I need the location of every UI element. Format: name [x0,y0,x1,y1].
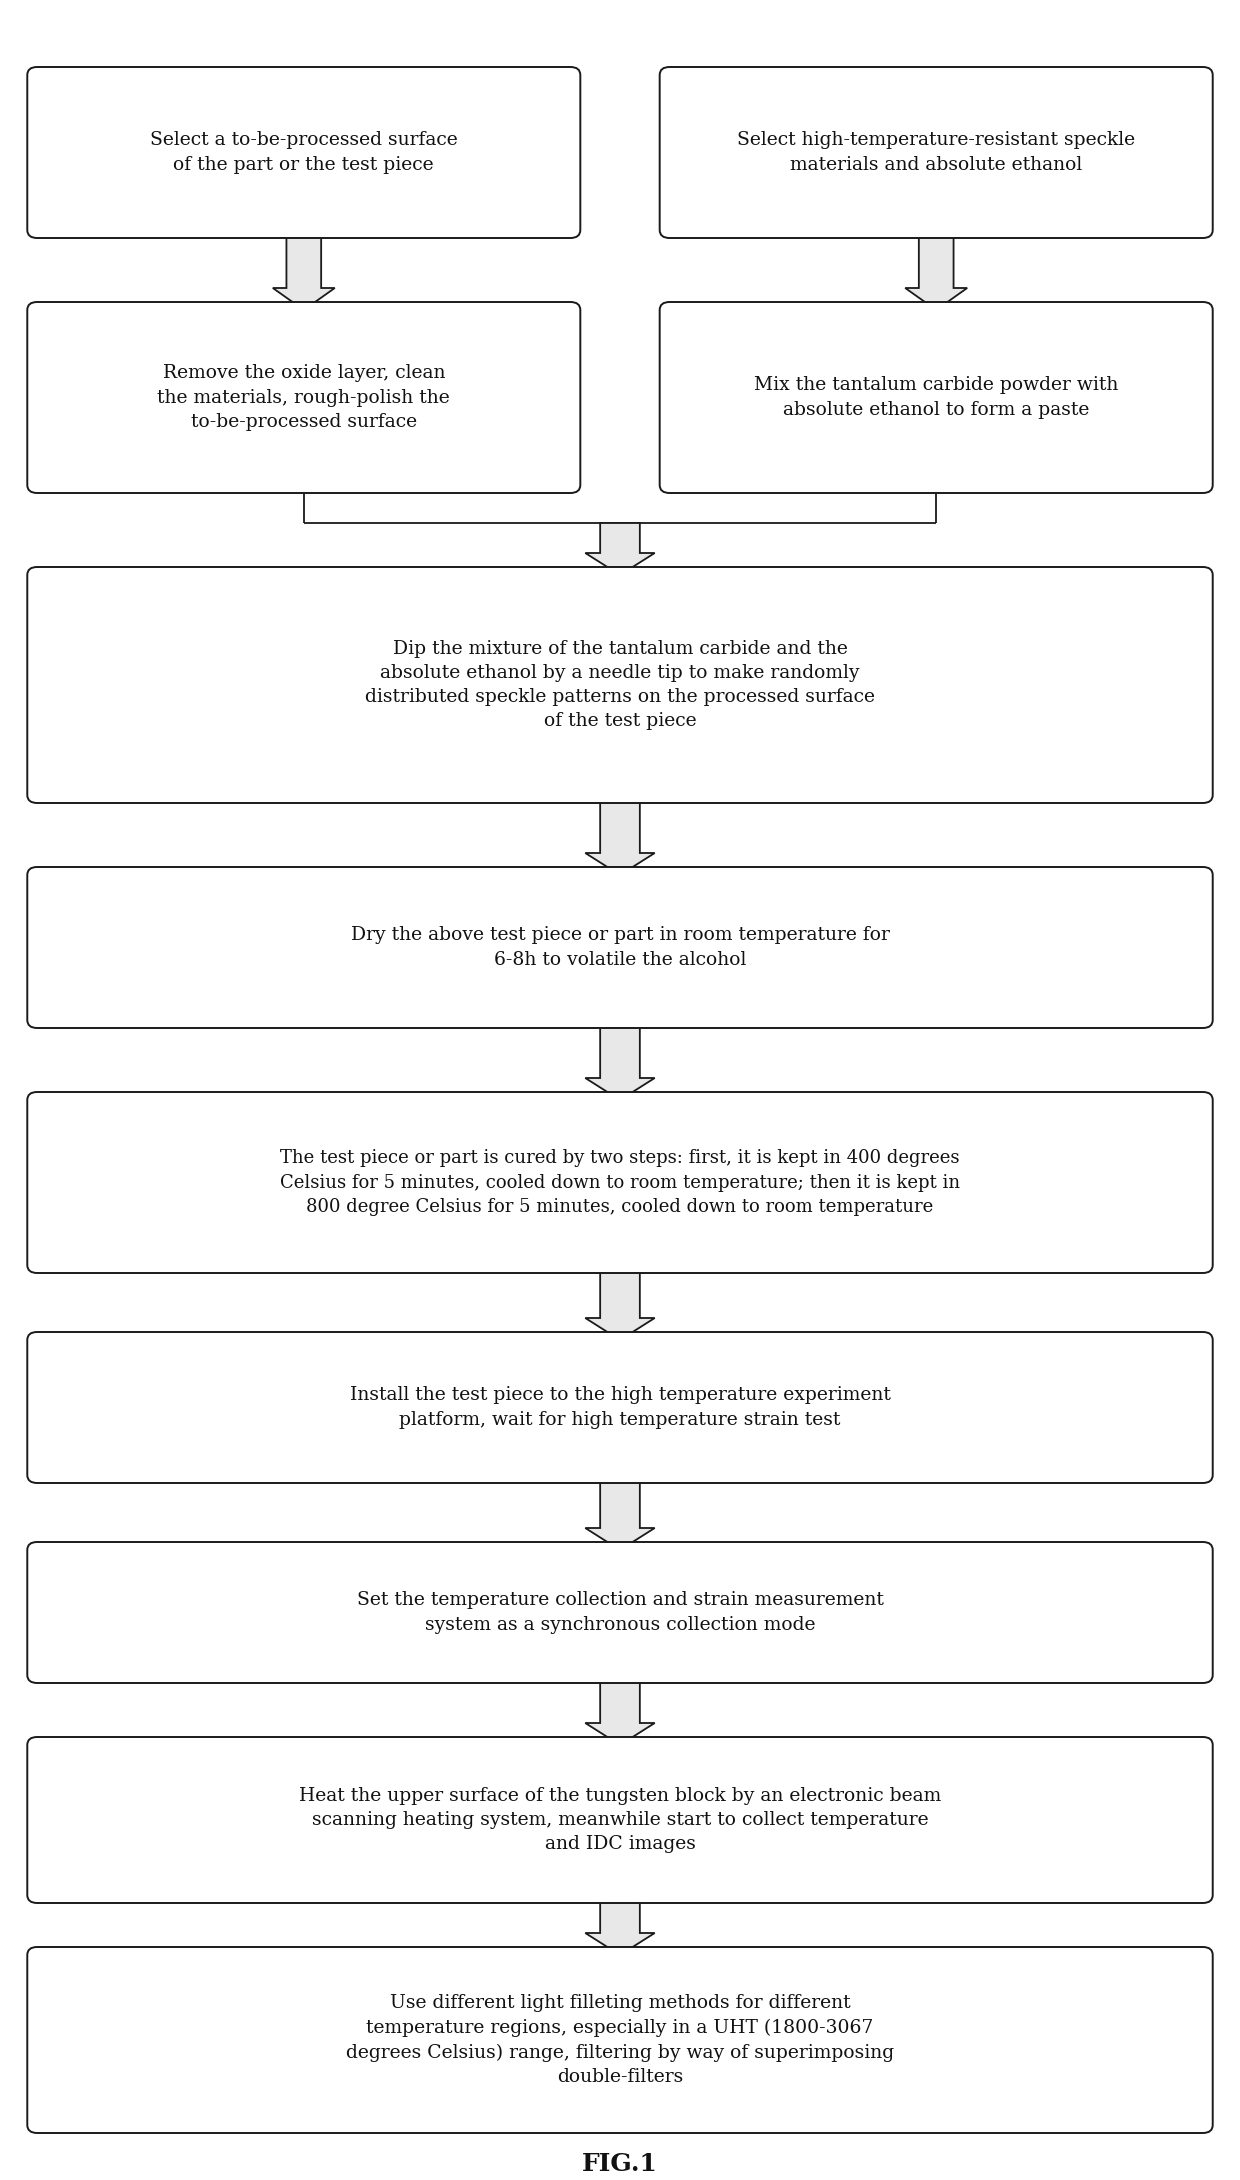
Polygon shape [585,796,655,874]
FancyBboxPatch shape [27,1947,1213,2132]
Text: Dry the above test piece or part in room temperature for
6-8h to volatile the al: Dry the above test piece or part in room… [351,926,889,968]
FancyBboxPatch shape [27,68,580,238]
FancyBboxPatch shape [27,567,1213,802]
Polygon shape [585,1264,655,1341]
Text: Mix the tantalum carbide powder with
absolute ethanol to form a paste: Mix the tantalum carbide powder with abs… [754,377,1118,419]
Polygon shape [273,231,335,310]
Text: The test piece or part is cured by two steps: first, it is kept in 400 degrees
C: The test piece or part is cured by two s… [280,1149,960,1216]
FancyBboxPatch shape [27,1737,1213,1903]
FancyBboxPatch shape [660,68,1213,238]
FancyBboxPatch shape [27,1541,1213,1683]
Text: Heat the upper surface of the tungsten block by an electronic beam
scanning heat: Heat the upper surface of the tungsten b… [299,1788,941,1853]
Polygon shape [585,523,655,576]
Polygon shape [585,1674,655,1744]
FancyBboxPatch shape [27,303,580,493]
FancyBboxPatch shape [660,303,1213,493]
Text: Remove the oxide layer, clean
the materials, rough-polish the
to-be-processed su: Remove the oxide layer, clean the materi… [157,364,450,432]
Text: Install the test piece to the high temperature experiment
platform, wait for hig: Install the test piece to the high tempe… [350,1386,890,1428]
Text: FIG.1: FIG.1 [582,2152,658,2176]
Text: Set the temperature collection and strain measurement
system as a synchronous co: Set the temperature collection and strai… [357,1591,883,1633]
Text: Select a to-be-processed surface
of the part or the test piece: Select a to-be-processed surface of the … [150,131,458,174]
FancyBboxPatch shape [27,1092,1213,1273]
Polygon shape [905,231,967,310]
FancyBboxPatch shape [27,868,1213,1029]
Text: Dip the mixture of the tantalum carbide and the
absolute ethanol by a needle tip: Dip the mixture of the tantalum carbide … [365,639,875,730]
Polygon shape [585,1476,655,1550]
Text: Select high-temperature-resistant speckle
materials and absolute ethanol: Select high-temperature-resistant speckl… [737,131,1136,174]
FancyBboxPatch shape [27,1332,1213,1482]
Text: Use different light filleting methods for different
temperature regions, especia: Use different light filleting methods fo… [346,1995,894,2086]
Polygon shape [585,1894,655,1955]
Polygon shape [585,1020,655,1101]
